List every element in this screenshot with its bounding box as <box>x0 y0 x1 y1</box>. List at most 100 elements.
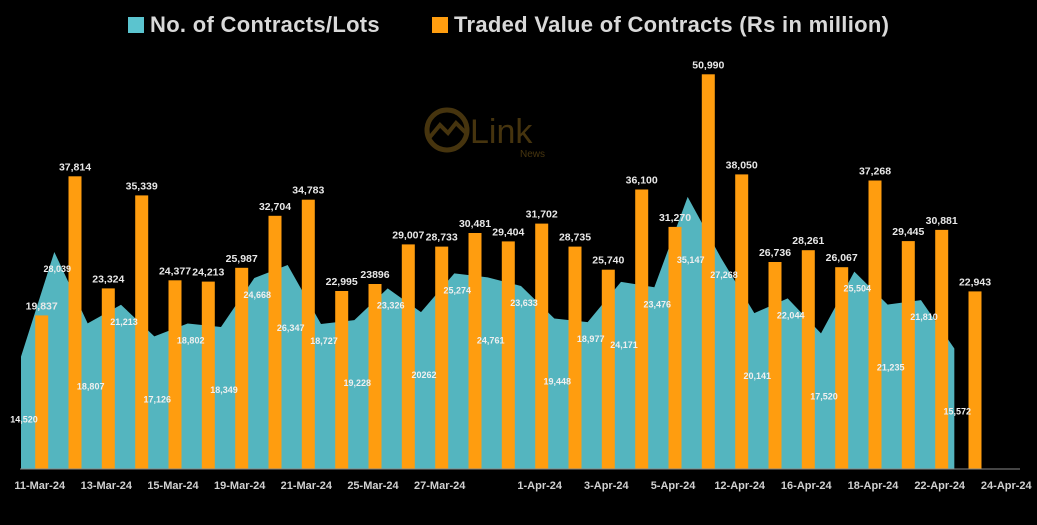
x-tick-label: 22-Apr-24 <box>914 480 966 492</box>
traded-value-bar <box>35 315 49 469</box>
traded-value-bar <box>301 199 315 469</box>
traded-value-bar <box>468 233 482 469</box>
legend-swatch-contracts <box>128 17 144 33</box>
traded-value-data-label: 23896 <box>360 269 389 281</box>
watermark-logo: Link News <box>420 103 560 168</box>
traded-value-data-label: 34,783 <box>292 185 324 197</box>
contracts-data-label: 18,977 <box>577 334 605 344</box>
contracts-data-label: 28,039 <box>44 264 72 274</box>
watermark-brand: Link <box>470 113 533 151</box>
traded-value-data-label: 50,990 <box>692 59 724 71</box>
contracts-data-label: 14,520 <box>10 415 38 425</box>
link-news-logo-icon: Link News <box>424 107 545 160</box>
traded-value-bar <box>568 246 582 469</box>
x-tick-label: 25-Mar-24 <box>347 480 399 492</box>
x-tick-layer: 11-Mar-24 13-Mar-24 15-Mar-24 19-Mar-24 21-M… <box>14 480 1032 492</box>
traded-value-bar <box>168 280 182 469</box>
legend-label-traded-value: Traded Value of Contracts (Rs in million… <box>453 12 890 37</box>
traded-value-data-label: 28,735 <box>559 232 591 244</box>
traded-value-bar <box>668 226 682 469</box>
traded-value-data-label: 26,067 <box>826 252 858 264</box>
contracts-data-label: 22,044 <box>777 310 805 320</box>
traded-value-data-label: 38,050 <box>726 159 758 171</box>
legend-label-contracts: No. of Contracts/Lots <box>150 12 380 37</box>
contracts-data-label: 20,141 <box>744 371 772 381</box>
traded-value-bar <box>735 174 749 469</box>
traded-value-data-label: 25,987 <box>226 253 258 265</box>
legend-item-traded-value: Traded Value of Contracts (Rs in million… <box>431 12 890 38</box>
traded-value-data-label: 24,377 <box>159 265 191 277</box>
traded-value-bar <box>835 267 849 469</box>
traded-value-bar <box>968 291 982 469</box>
traded-value-bar <box>68 176 82 470</box>
x-tick-label: 5-Apr-24 <box>651 480 697 492</box>
contracts-data-label: 21,213 <box>110 317 138 327</box>
contracts-data-label: 18,349 <box>210 385 238 395</box>
traded-value-bar-layer <box>35 74 982 470</box>
traded-value-data-label: 36,100 <box>626 175 658 187</box>
contracts-data-label: 23,633 <box>510 298 538 308</box>
contracts-data-label: 18,802 <box>177 335 205 345</box>
contracts-data-label: 20262 <box>411 370 436 380</box>
contracts-data-label: 19,228 <box>344 378 372 388</box>
x-tick-label: 24-Apr-24 <box>981 480 1033 492</box>
contracts-data-label: 27,268 <box>710 270 738 280</box>
traded-value-data-label: 28,261 <box>792 235 824 247</box>
traded-value-data-label: 23,324 <box>92 273 124 285</box>
contracts-data-label: 15,572 <box>944 407 972 417</box>
traded-value-bar <box>135 195 149 469</box>
contracts-data-label: 19,448 <box>544 376 572 386</box>
traded-value-data-label: 25,740 <box>592 255 624 267</box>
traded-value-bar <box>201 281 215 469</box>
x-tick-label: 3-Apr-24 <box>584 480 630 492</box>
traded-value-data-label: 22,995 <box>326 276 358 288</box>
contracts-data-label: 17,126 <box>144 394 172 404</box>
contracts-area-layer <box>21 196 955 469</box>
traded-value-bar <box>868 180 882 469</box>
contracts-data-label: 23,326 <box>377 300 405 310</box>
contracts-data-label: 17,520 <box>810 391 838 401</box>
traded-value-data-label: 31,702 <box>526 209 558 221</box>
traded-value-data-label: 29,007 <box>392 229 424 241</box>
data-label-layer: 19,837 37,814 23,324 35,339 24,377 24,21325,9… <box>10 59 991 424</box>
traded-value-data-label: 19,837 <box>26 300 58 312</box>
x-tick-label: 1-Apr-24 <box>517 480 563 492</box>
traded-value-bar <box>801 250 815 469</box>
x-tick-label: 12-Apr-24 <box>714 480 766 492</box>
x-tick-label: 11-Mar-24 <box>14 480 66 492</box>
traded-value-data-label: 22,943 <box>959 276 991 288</box>
x-tick-label: 27-Mar-24 <box>414 480 466 492</box>
contracts-data-label: 24,171 <box>610 340 638 350</box>
contracts-data-label: 26,347 <box>277 323 305 333</box>
traded-value-bar <box>535 223 549 469</box>
traded-value-data-label: 31,270 <box>659 212 691 224</box>
contracts-data-label: 35,147 <box>677 255 705 265</box>
traded-value-bar <box>501 241 515 469</box>
x-tick-label: 16-Apr-24 <box>781 480 833 492</box>
traded-value-bar <box>768 262 782 469</box>
x-tick-label: 18-Apr-24 <box>848 480 900 492</box>
traded-value-bar <box>635 189 649 469</box>
x-tick-label: 15-Mar-24 <box>147 480 199 492</box>
contracts-data-label: 21,235 <box>877 363 905 373</box>
watermark-sub: News <box>520 149 545 160</box>
traded-value-bar <box>101 288 115 469</box>
x-tick-label: 19-Mar-24 <box>214 480 266 492</box>
traded-value-bar <box>435 246 449 469</box>
contracts-data-label: 24,761 <box>477 335 505 345</box>
legend-item-contracts: No. of Contracts/Lots <box>128 12 380 38</box>
traded-value-bar <box>601 269 615 469</box>
x-tick-label: 21-Mar-24 <box>281 480 333 492</box>
contracts-data-label: 21,810 <box>910 312 938 322</box>
contracts-area <box>21 196 955 469</box>
contracts-data-label: 24,668 <box>244 290 272 300</box>
contracts-data-label: 23,476 <box>644 299 672 309</box>
contracts-data-label: 18,807 <box>77 381 105 391</box>
traded-value-data-label: 30,481 <box>459 218 491 230</box>
traded-value-bar <box>701 74 715 470</box>
contracts-data-label: 25,504 <box>844 284 872 294</box>
traded-value-data-label: 29,404 <box>492 226 524 238</box>
traded-value-bar <box>401 244 415 469</box>
traded-value-bar <box>335 291 349 469</box>
